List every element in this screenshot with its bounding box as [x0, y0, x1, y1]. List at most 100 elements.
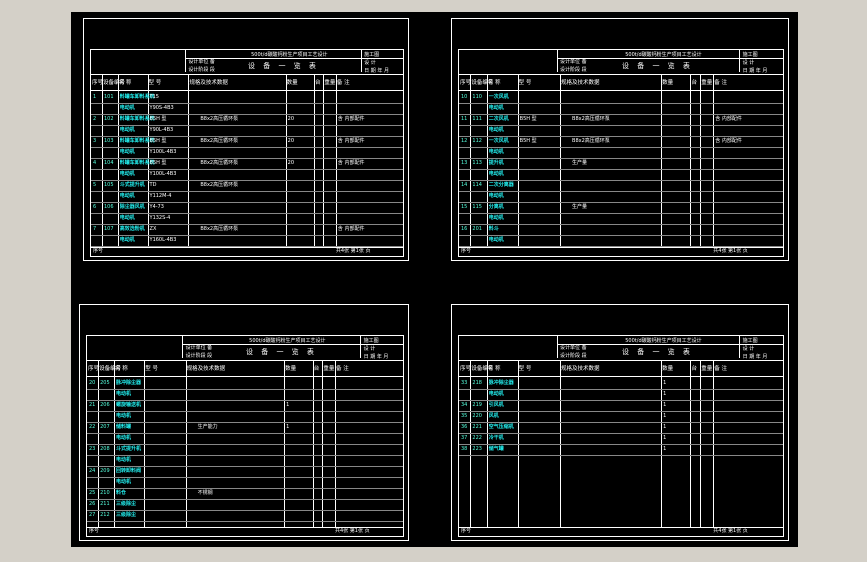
- row-code: 102: [103, 116, 114, 122]
- col-header-note: 备 注: [336, 80, 350, 86]
- row-qty: 1: [286, 424, 290, 430]
- table-row: 10 110 一次风机: [459, 92, 783, 104]
- date-label: 日 期 年 月: [363, 354, 389, 360]
- row-name: 除尘器风机: [119, 204, 145, 210]
- row-name: 电动机: [488, 105, 504, 111]
- row-line: [87, 400, 403, 401]
- row-line: [91, 158, 403, 159]
- row-spec: B8x2高压循环泵: [572, 138, 610, 144]
- row-spec: B8x2高压循环泵: [200, 182, 239, 188]
- col-header-seq: 序号: [460, 366, 472, 372]
- col-header-weight: 重量: [701, 366, 713, 372]
- row-name: 电动机: [119, 171, 135, 177]
- row-seq: 37: [461, 435, 468, 441]
- table-row: 电动机 1: [459, 389, 783, 401]
- table-footer: 序号 共4张 第1张 页: [87, 527, 403, 536]
- col-header-seq: 序号: [460, 80, 472, 86]
- drawing-title: 500t/d碳酸钙粉生产项目工艺设计: [625, 338, 702, 344]
- row-spec: B8x2高压循环泵: [200, 226, 239, 232]
- row-code: 220: [472, 413, 482, 419]
- row-line: [91, 147, 403, 148]
- drawing-title: 500t/d碳酸钙粉生产项目工艺设计: [249, 338, 326, 344]
- table-row: 15 115 分离机 生产量: [459, 202, 783, 214]
- column-divider: [98, 360, 100, 527]
- row-name: 料斗: [488, 226, 499, 232]
- col-header-model: 型 号: [518, 366, 532, 372]
- col-header-spec: 规格及技术数据: [561, 366, 600, 372]
- row-code: 201: [472, 226, 482, 232]
- col-header-spec: 规格及技术数据: [186, 366, 226, 372]
- header-divider: [556, 50, 558, 72]
- row-seq: 1: [93, 94, 97, 100]
- col-header-name: 名 称: [487, 366, 501, 372]
- row-code: 218: [472, 380, 482, 386]
- row-name: 脉冲除尘器: [488, 380, 514, 386]
- row-model: B5H 型: [149, 138, 167, 144]
- header-line: [556, 344, 783, 345]
- row-note: 含 内部配件: [715, 138, 742, 144]
- column-divider: [313, 74, 315, 247]
- col-header-weight: 重量: [323, 366, 335, 372]
- row-code: 222: [472, 435, 482, 441]
- row-qty: 20: [287, 116, 295, 122]
- footer-line: [459, 247, 783, 248]
- col-header-code: 设备编号: [471, 366, 494, 372]
- col-header-name: 名 称: [118, 80, 132, 86]
- column-divider: [560, 360, 562, 527]
- row-model: Y90L-4B3: [149, 127, 174, 133]
- footer-label: 序号: [461, 248, 472, 254]
- table-row: 7 107 高效选粉机 ZX B8x2高压循环泵 含 内部配件: [91, 224, 403, 236]
- row-code: 212: [100, 512, 110, 518]
- table-row: 电动机 Y90S-4B3: [91, 103, 403, 115]
- column-divider: [147, 74, 149, 247]
- row-name: 电动机: [119, 149, 135, 155]
- row-seq: 12: [461, 138, 468, 144]
- row-spec: B8x2高压循环泵: [572, 116, 610, 122]
- design-label: 设 计: [742, 60, 755, 66]
- row-name: 电动机: [116, 391, 132, 397]
- design-unit-label: 设计单位 备: [185, 345, 213, 351]
- row-code: 103: [103, 138, 114, 144]
- row-line: [87, 389, 403, 390]
- row-name: 电动机: [116, 479, 132, 485]
- row-model: B5H 型: [149, 160, 167, 166]
- header-divider: [361, 50, 363, 72]
- row-code: 209: [100, 468, 110, 474]
- table-row: 电动机 Y160L-4B3: [91, 235, 403, 247]
- table-row: 电动机 Y132S-4: [91, 213, 403, 225]
- col-header-qty: 数量: [286, 80, 298, 86]
- table-row: 34 219 引风机 1: [459, 400, 783, 412]
- row-code: 205: [100, 380, 110, 386]
- row-model: Y100L-4B3: [149, 171, 177, 177]
- row-name: 风机: [488, 413, 499, 419]
- header-line: [91, 74, 403, 75]
- col-header-weight: 重量: [701, 80, 713, 86]
- row-name: 料仓: [116, 490, 127, 496]
- table-row: 14 114 二次分离器: [459, 180, 783, 192]
- table-row: 23 208 斗式提升机: [87, 444, 403, 456]
- row-line: [459, 235, 783, 236]
- row-name: 电动机: [116, 457, 132, 463]
- row-model: Y132S-4: [149, 215, 171, 221]
- col-header-code: 设备编号: [102, 80, 125, 86]
- col-header-seq: 序号: [92, 80, 104, 86]
- row-name: 斗式提升机: [116, 446, 142, 452]
- row-qty: 1: [663, 446, 667, 452]
- row-line: [459, 158, 783, 159]
- table-row: 13 113 提升机 生产量: [459, 158, 783, 170]
- footer-page: 共4张 第1张 页: [335, 248, 371, 254]
- header-divider: [556, 336, 558, 358]
- footer-label: 序号: [461, 528, 472, 534]
- row-seq: 2: [93, 116, 97, 122]
- column-divider: [661, 74, 663, 247]
- row-line: [87, 466, 403, 467]
- row-code: 221: [472, 424, 482, 430]
- col-header-weight: 重量: [324, 80, 336, 86]
- table-row: 电动机 Y112M-4: [91, 191, 403, 203]
- row-line: [459, 147, 783, 148]
- row-name: 电动机: [119, 105, 135, 111]
- table-row: 11 111 二次风机 B5H 型 B8x2高压循环泵含 内部配件: [459, 114, 783, 126]
- row-note: 含 内部配件: [337, 116, 365, 122]
- column-divider: [470, 74, 472, 247]
- footer-label: 序号: [89, 528, 100, 534]
